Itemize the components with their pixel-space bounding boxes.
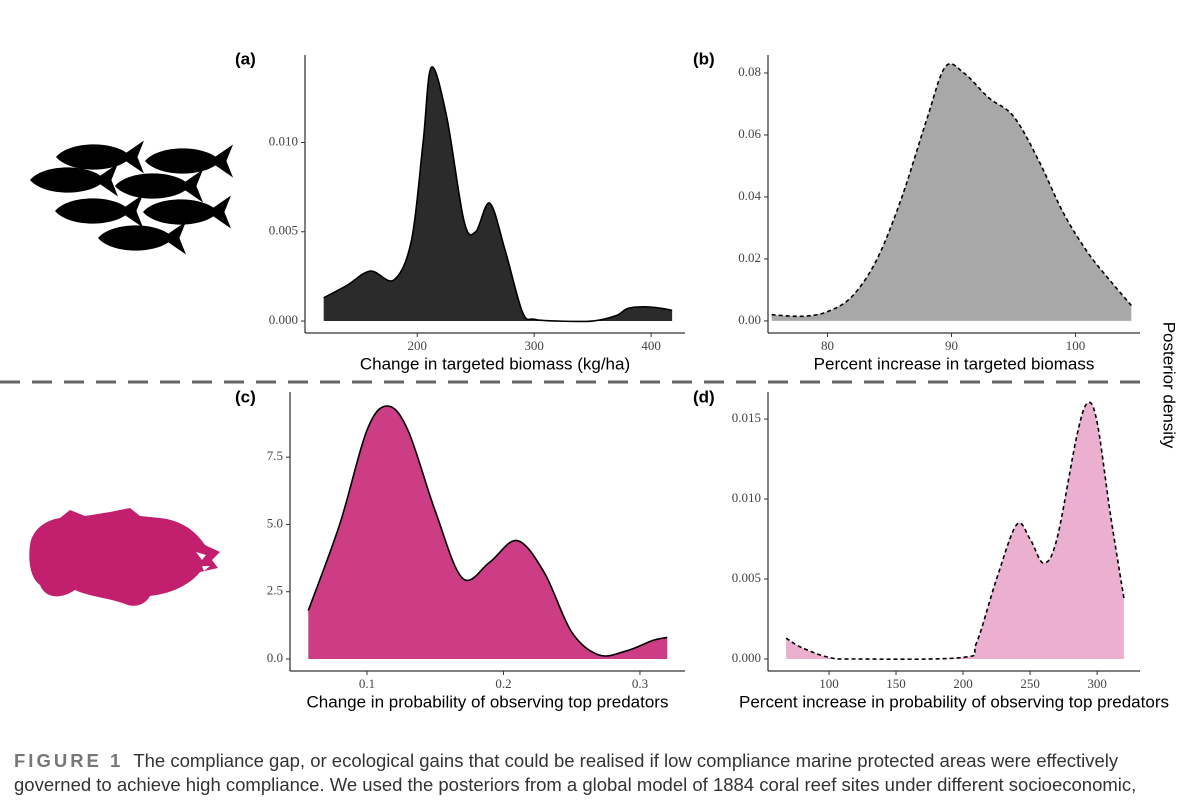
x-tick-label: 200 xyxy=(953,676,973,691)
density-area xyxy=(323,67,673,322)
panel-label: (d) xyxy=(693,387,715,406)
y-tick-label: 0.010 xyxy=(269,133,298,148)
panel-label: (c) xyxy=(235,387,256,406)
y-tick-label: 0.08 xyxy=(738,64,761,79)
caption-text: The compliance gap, or ecological gains … xyxy=(133,750,1119,771)
y-tick-label: 0.02 xyxy=(738,250,761,265)
x-tick-label: 300 xyxy=(1087,676,1107,691)
x-tick-label: 300 xyxy=(524,338,544,353)
x-axis-label: Change in probability of observing top p… xyxy=(307,692,669,711)
y-tick-label: 0.000 xyxy=(732,650,761,665)
y-tick-label: 0.010 xyxy=(732,490,761,505)
y-tick-label: 0.04 xyxy=(738,188,761,203)
x-tick-label: 80 xyxy=(821,338,834,353)
panel-label: (b) xyxy=(693,49,715,68)
y-tick-label: 5.0 xyxy=(267,515,283,530)
density-area xyxy=(771,63,1132,321)
x-tick-label: 90 xyxy=(945,338,958,353)
y-tick-label: 0.005 xyxy=(269,223,298,238)
x-tick-label: 100 xyxy=(819,676,839,691)
x-tick-label: 0.2 xyxy=(495,676,511,691)
y-tick-label: 2.5 xyxy=(267,583,283,598)
x-axis-label: Percent increase in targeted biomass xyxy=(814,354,1095,373)
figure: Posterior density 0.000 0.005 0.010 200 300 4… xyxy=(0,49,1179,711)
predator-fish-icon xyxy=(29,508,220,606)
density-line xyxy=(785,401,1125,661)
x-tick-label: 250 xyxy=(1020,676,1040,691)
caption-line: FIGURE 1 The compliance gap, or ecologica… xyxy=(14,750,1200,772)
density-line xyxy=(771,62,1132,318)
y-tick-label: 0.005 xyxy=(732,570,761,585)
caption-line: governed to achieve high compliance. We … xyxy=(14,774,1137,795)
density-area xyxy=(786,402,1124,660)
x-tick-label: 200 xyxy=(407,338,427,353)
fish-school-icon xyxy=(30,140,233,255)
x-tick-label: 100 xyxy=(1066,338,1086,353)
caption-label: FIGURE 1 xyxy=(14,750,124,771)
y-axis-label: Posterior density xyxy=(1160,322,1179,449)
x-axis-label: Change in targeted biomass (kg/ha) xyxy=(360,354,630,373)
x-tick-label: 0.3 xyxy=(632,676,648,691)
density-line xyxy=(323,66,673,323)
y-tick-label: 0.015 xyxy=(732,410,761,425)
x-tick-label: 400 xyxy=(641,338,661,353)
x-axis-label: Percent increase in probability of obser… xyxy=(739,692,1169,711)
density-area xyxy=(308,405,668,659)
panel-label: (a) xyxy=(235,49,256,68)
y-tick-label: 0.06 xyxy=(738,126,761,141)
y-tick-label: 7.5 xyxy=(267,448,283,463)
x-tick-label: 150 xyxy=(886,676,906,691)
x-tick-label: 0.1 xyxy=(359,676,375,691)
y-tick-label: 0.0 xyxy=(267,650,283,665)
y-tick-label: 0.000 xyxy=(269,312,298,327)
density-line xyxy=(307,405,668,657)
y-tick-label: 0.00 xyxy=(738,312,761,327)
